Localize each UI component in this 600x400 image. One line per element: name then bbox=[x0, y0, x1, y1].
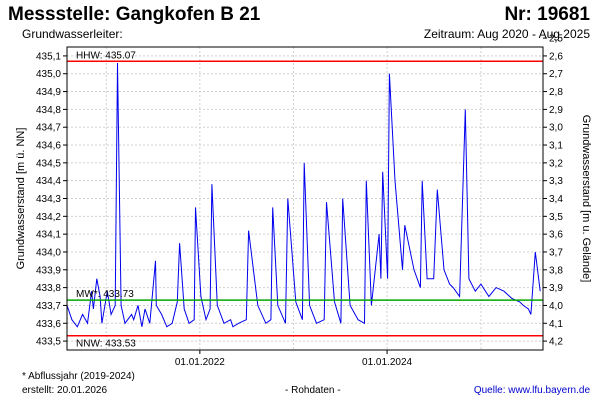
y2-tick-label: 3,5 bbox=[549, 212, 563, 223]
y-tick-label: 433,8 bbox=[36, 283, 61, 294]
y2-tick-label: 2,7 bbox=[549, 69, 563, 80]
y-axis-title: Grundwasserstand [m ü. NN] bbox=[15, 128, 27, 270]
groundwater-level-line bbox=[66, 62, 541, 328]
y2-tick-label: 3,2 bbox=[549, 158, 563, 169]
y-tick-label: 434,9 bbox=[36, 87, 61, 98]
y2-tick-label: 3,4 bbox=[549, 194, 563, 205]
y-tick-label: 434,0 bbox=[36, 247, 61, 258]
y-tick-label: 434,4 bbox=[36, 176, 61, 187]
y-tick-label: 435,0 bbox=[36, 69, 61, 80]
y-tick-label: 434,3 bbox=[36, 194, 61, 205]
y-tick-label: 434,8 bbox=[36, 105, 61, 116]
source-link[interactable]: Quelle: www.lfu.bayern.de bbox=[473, 385, 590, 396]
y2-tick-label: 4,1 bbox=[549, 319, 563, 330]
y2-tick-label: 3,6 bbox=[549, 230, 563, 241]
x-tick-label: 01.01.2022 bbox=[175, 357, 225, 368]
station-title: Messstelle: Gangkofen B 21 bbox=[8, 4, 261, 25]
y2-axis-title: Grundwasserstand [m u. Gelände] bbox=[580, 115, 592, 283]
y-tick-label: 433,5 bbox=[36, 337, 61, 348]
y2-tick-label: 3,0 bbox=[549, 123, 563, 134]
y2-tick-label: 3,9 bbox=[549, 283, 563, 294]
y2-tick-label: 2,9 bbox=[549, 105, 563, 116]
y2-tick-label: 3,3 bbox=[549, 176, 563, 187]
y-tick-label: 433,9 bbox=[36, 265, 61, 276]
y2-tick-label: 4,0 bbox=[549, 301, 563, 312]
y2-tick-label: 2,8 bbox=[549, 87, 563, 98]
y-tick-label: 433,6 bbox=[36, 319, 61, 330]
raw-data-label: - Rohdaten - bbox=[285, 385, 341, 396]
y-tick-label: 433,7 bbox=[36, 301, 61, 312]
aquifer-label: Grundwasserleiter: bbox=[22, 27, 123, 41]
hhw-label: HHW: 435.07 bbox=[76, 50, 136, 61]
y2-tick-label: 3,7 bbox=[549, 247, 563, 258]
nnw-label: NNW: 433.53 bbox=[76, 339, 136, 350]
plot-frame bbox=[66, 46, 544, 351]
y-tick-label: 434,6 bbox=[36, 141, 61, 152]
y2-tick-label: 3,8 bbox=[549, 265, 563, 276]
y-tick-label: 435,1 bbox=[36, 51, 61, 62]
y-tick-label: 434,5 bbox=[36, 158, 61, 169]
mw-label: MW*: 433.73 bbox=[76, 289, 134, 300]
x-tick-label: 01.01.2024 bbox=[362, 357, 412, 368]
y-tick-label: 434,2 bbox=[36, 212, 61, 223]
y-tick-label: 434,7 bbox=[36, 123, 61, 134]
y2-tick-label: 2,6 bbox=[549, 51, 563, 62]
y2-tick-label: 2,5 bbox=[549, 34, 563, 45]
y2-tick-label: 3,1 bbox=[549, 141, 563, 152]
created-date: erstellt: 20.01.2026 bbox=[22, 385, 108, 396]
y-tick-label: 434,1 bbox=[36, 230, 61, 241]
station-number: Nr: 19681 bbox=[504, 4, 590, 25]
period-label: Zeitraum: Aug 2020 - Aug 2025 bbox=[423, 27, 590, 41]
y2-tick-label: 4,2 bbox=[549, 337, 563, 348]
runoff-year-note: * Abflussjahr (2019-2024) bbox=[22, 371, 135, 382]
